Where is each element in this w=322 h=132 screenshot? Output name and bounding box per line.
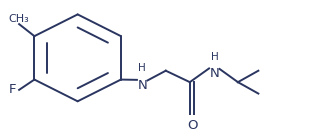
Text: H: H [138, 63, 146, 73]
Text: N: N [137, 79, 147, 92]
Text: H: H [211, 52, 218, 62]
Text: O: O [187, 119, 197, 132]
Text: CH₃: CH₃ [9, 14, 30, 23]
Text: F: F [9, 83, 16, 96]
Text: N: N [210, 67, 219, 80]
